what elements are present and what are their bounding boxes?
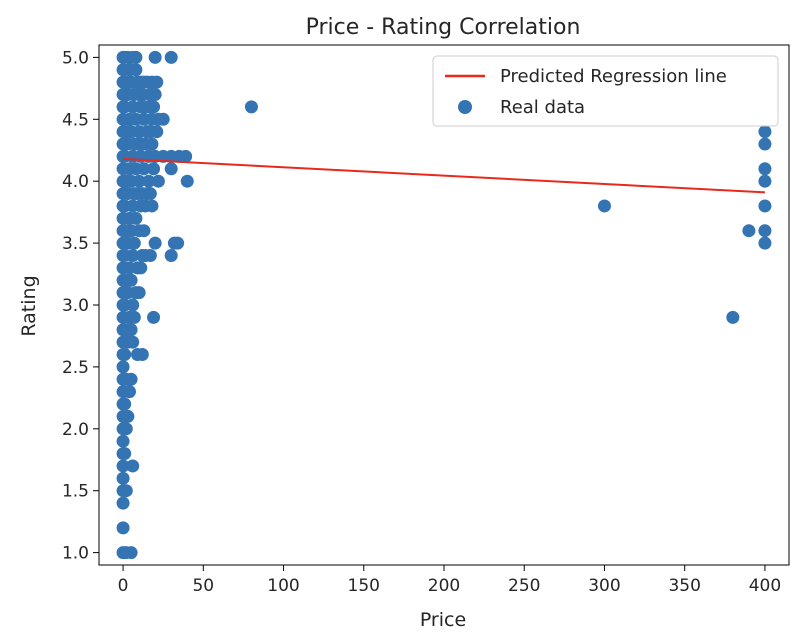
legend-real-data-label: Real data <box>500 97 585 118</box>
data-point <box>129 63 143 77</box>
data-point <box>164 162 178 176</box>
data-point <box>116 471 130 485</box>
data-point <box>118 348 132 362</box>
data-point <box>132 286 146 300</box>
x-tick-label: 300 <box>588 576 620 596</box>
y-tick-label: 1.5 <box>62 482 89 502</box>
data-point <box>143 187 157 201</box>
data-point <box>244 100 258 114</box>
data-point <box>124 273 138 287</box>
data-point <box>143 248 157 262</box>
y-tick-label: 2.0 <box>62 420 89 440</box>
x-tick-label: 100 <box>267 576 299 596</box>
data-point <box>758 125 772 139</box>
x-tick-label: 150 <box>348 576 380 596</box>
data-point <box>148 236 162 250</box>
data-point <box>150 125 164 139</box>
data-point <box>134 261 148 275</box>
y-tick-label: 2.5 <box>62 358 89 378</box>
data-point <box>171 236 185 250</box>
data-point <box>147 162 161 176</box>
data-point <box>164 248 178 262</box>
data-point <box>597 199 611 213</box>
data-point <box>758 199 772 213</box>
data-point <box>148 88 162 102</box>
regression-line <box>123 157 765 194</box>
data-point <box>129 50 143 64</box>
data-point <box>147 100 161 114</box>
legend-box <box>432 55 779 127</box>
y-tick-label: 3.0 <box>62 296 89 316</box>
data-point <box>127 236 141 250</box>
data-point <box>119 422 133 436</box>
data-point <box>156 112 170 126</box>
data-point <box>142 174 156 188</box>
data-point <box>127 310 141 324</box>
legend-regression-label: Predicted Regression line <box>500 66 727 87</box>
data-point <box>151 174 165 188</box>
data-point <box>145 199 159 213</box>
y-tick-label: 4.5 <box>62 110 89 130</box>
y-tick-label: 5.0 <box>62 48 89 68</box>
data-point <box>122 385 136 399</box>
x-tick-label: 200 <box>428 576 460 596</box>
legend-real-data-swatch <box>458 100 472 114</box>
data-point <box>758 236 772 250</box>
x-axis-ticks: 0 50 100 150 200 250 300 350 400 <box>118 565 781 596</box>
data-point <box>116 521 130 535</box>
x-tick-label: 0 <box>118 576 129 596</box>
data-point <box>119 484 133 498</box>
legend: Predicted Regression line Real data <box>432 55 779 127</box>
data-point <box>137 224 151 238</box>
y-axis-label: Rating <box>18 275 40 336</box>
x-tick-label: 250 <box>508 576 540 596</box>
real-data-points <box>116 50 772 560</box>
data-point <box>137 162 151 176</box>
data-point <box>758 174 772 188</box>
data-point <box>116 459 130 473</box>
data-point <box>726 310 740 324</box>
data-point <box>164 50 178 64</box>
data-point <box>150 75 164 89</box>
data-point <box>116 434 130 448</box>
data-point <box>126 459 140 473</box>
x-tick-label: 350 <box>668 576 700 596</box>
data-point <box>121 409 135 423</box>
data-point <box>147 310 161 324</box>
data-point <box>758 224 772 238</box>
data-point <box>126 298 140 312</box>
data-point <box>742 224 756 238</box>
data-point <box>180 174 194 188</box>
chart-title: Price - Rating Correlation <box>306 15 581 40</box>
data-point <box>135 348 149 362</box>
y-tick-label: 3.5 <box>62 234 89 254</box>
data-point <box>129 211 143 225</box>
data-point <box>116 360 130 374</box>
x-axis-label: Price <box>420 609 466 631</box>
data-point <box>758 137 772 151</box>
data-point <box>126 248 140 262</box>
data-point <box>118 397 132 411</box>
data-point <box>124 372 138 386</box>
x-tick-label: 50 <box>192 576 214 596</box>
data-point <box>179 149 193 163</box>
data-point <box>126 335 140 349</box>
y-tick-label: 4.0 <box>62 172 89 192</box>
data-point <box>145 137 159 151</box>
data-point <box>758 162 772 176</box>
x-tick-label: 400 <box>749 576 781 596</box>
data-point <box>118 447 132 461</box>
data-point <box>132 174 146 188</box>
data-point <box>148 50 162 64</box>
regression-line-group <box>123 157 765 194</box>
y-tick-label: 1.0 <box>62 544 89 564</box>
y-axis-ticks: 1.0 1.5 2.0 2.5 3.0 3.5 4.0 4.5 5.0 <box>62 48 99 564</box>
data-point <box>116 496 130 510</box>
data-point <box>124 323 138 337</box>
data-point <box>124 546 138 560</box>
plot-frame <box>98 44 790 566</box>
